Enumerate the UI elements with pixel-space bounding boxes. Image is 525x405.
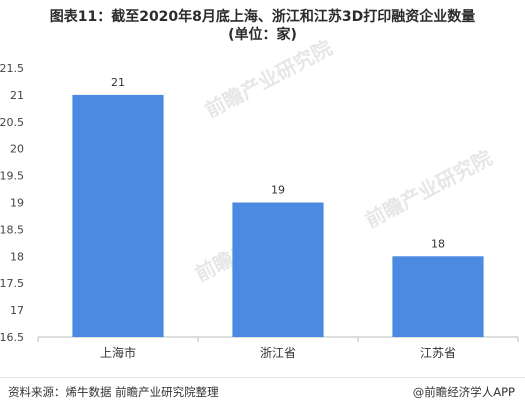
- x-category-label: 浙江省: [260, 346, 296, 360]
- y-tick-label: 18: [10, 250, 24, 263]
- chart-title: 图表11：截至2020年8月底上海、浙江和江苏3D打印融资企业数量 (单位：家): [0, 8, 525, 44]
- axis-layer: 16.5 17 17.5 18 18.5 19 19.5 20 20.5 21 21.5 上海市 浙江省…: [0, 62, 519, 360]
- bar: [232, 202, 324, 337]
- chart-title-line1: 图表11：截至2020年8月底上海、浙江和江苏3D打印融资企业数量: [49, 9, 476, 25]
- y-tick-label: 17.5: [0, 277, 24, 290]
- watermark-text: 前瞻产业研究院: [361, 145, 496, 232]
- x-category-label: 江苏省: [420, 346, 456, 360]
- y-tick-label: 21.5: [0, 62, 24, 75]
- bar-value-label: 19: [271, 184, 285, 197]
- y-tick-label: 21: [10, 89, 24, 102]
- y-tick-label: 20.5: [0, 116, 24, 129]
- watermark-text: 前瞻产业研究院: [201, 35, 336, 122]
- y-tick-label: 17: [10, 304, 24, 317]
- y-tick-label: 19: [10, 197, 24, 210]
- bar-layer: 21 19 18: [72, 76, 484, 338]
- y-tick-label: 19.5: [0, 170, 24, 183]
- y-tick-label: 18.5: [0, 223, 24, 236]
- brand-credit: @前瞻经济学人APP: [412, 385, 515, 399]
- y-tick-label: 20: [10, 143, 24, 156]
- bar: [72, 94, 164, 338]
- bar-value-label: 18: [431, 237, 445, 250]
- y-tick-label: 16.5: [0, 331, 24, 344]
- footer: 资料来源：烯牛数据 前瞻产业研究院整理 @前瞻经济学人APP: [0, 377, 525, 405]
- chart-title-line2: (单位：家): [228, 27, 297, 43]
- x-category-label: 上海市: [100, 345, 136, 360]
- bar: [392, 256, 484, 337]
- bar-value-label: 21: [111, 76, 125, 89]
- footer-divider: [0, 377, 525, 378]
- bar-chart: 前瞻产业研究院前瞻产业研究院前瞻产业研究院 16.51717.51818.519…: [0, 35, 519, 360]
- source-note: 资料来源：烯牛数据 前瞻产业研究院整理: [8, 385, 219, 399]
